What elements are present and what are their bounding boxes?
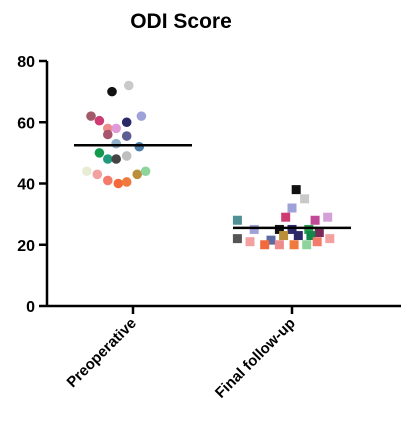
data-point-square bbox=[323, 212, 333, 222]
data-point-circle bbox=[113, 178, 124, 189]
data-point-circle bbox=[94, 148, 105, 158]
data-points bbox=[82, 80, 335, 250]
data-point-square bbox=[289, 240, 299, 250]
data-point-circle bbox=[121, 151, 132, 161]
chart-title: ODI Score bbox=[130, 10, 232, 33]
data-point-circle bbox=[107, 86, 117, 97]
data-point-circle bbox=[111, 138, 121, 149]
data-point-circle bbox=[103, 129, 113, 140]
data-point-square bbox=[325, 234, 335, 244]
data-point-square bbox=[314, 228, 324, 237]
data-point-square bbox=[310, 215, 320, 225]
y-tick-label: 20 bbox=[17, 238, 35, 255]
data-point-circle bbox=[103, 154, 113, 164]
data-point-circle bbox=[82, 166, 92, 177]
data-point-square bbox=[306, 231, 316, 241]
data-point-circle bbox=[132, 169, 142, 180]
data-point-square bbox=[232, 234, 242, 244]
data-point-circle bbox=[134, 141, 145, 152]
data-point-square bbox=[304, 224, 314, 234]
data-point-square bbox=[291, 185, 301, 195]
data-point-circle bbox=[140, 166, 151, 177]
data-point-circle bbox=[94, 115, 105, 126]
y-tick-label: 60 bbox=[17, 115, 35, 132]
x-category-label: Final follow-up bbox=[212, 315, 299, 402]
data-point-square bbox=[232, 215, 242, 225]
data-point-square bbox=[249, 224, 259, 234]
data-point-circle bbox=[86, 111, 96, 121]
data-point-square bbox=[266, 235, 276, 245]
data-point-circle bbox=[121, 131, 132, 141]
x-category-label: Preoperative bbox=[64, 315, 140, 391]
data-point-square bbox=[274, 224, 284, 234]
data-point-square bbox=[287, 203, 297, 213]
data-point-square bbox=[287, 224, 297, 234]
data-point-circle bbox=[92, 169, 103, 180]
mean-lines bbox=[74, 143, 351, 230]
data-point-circle bbox=[103, 175, 113, 186]
data-point-square bbox=[300, 194, 310, 204]
data-point-circle bbox=[121, 177, 132, 187]
data-point-square bbox=[312, 237, 322, 247]
data-point-circle bbox=[121, 117, 132, 128]
data-point-square bbox=[293, 231, 303, 241]
data-point-circle bbox=[111, 154, 121, 164]
data-point-circle bbox=[124, 80, 134, 91]
data-point-circle bbox=[136, 111, 147, 121]
data-point-square bbox=[281, 212, 291, 222]
data-point-square bbox=[274, 240, 284, 250]
data-point-square bbox=[245, 237, 255, 247]
data-point-square bbox=[260, 240, 270, 250]
data-point-square bbox=[279, 231, 289, 241]
data-point-square bbox=[302, 240, 312, 250]
y-tick-label: 0 bbox=[26, 299, 35, 316]
y-tick-label: 80 bbox=[17, 54, 35, 71]
y-tick-label: 40 bbox=[17, 177, 35, 194]
data-point-circle bbox=[111, 123, 121, 134]
